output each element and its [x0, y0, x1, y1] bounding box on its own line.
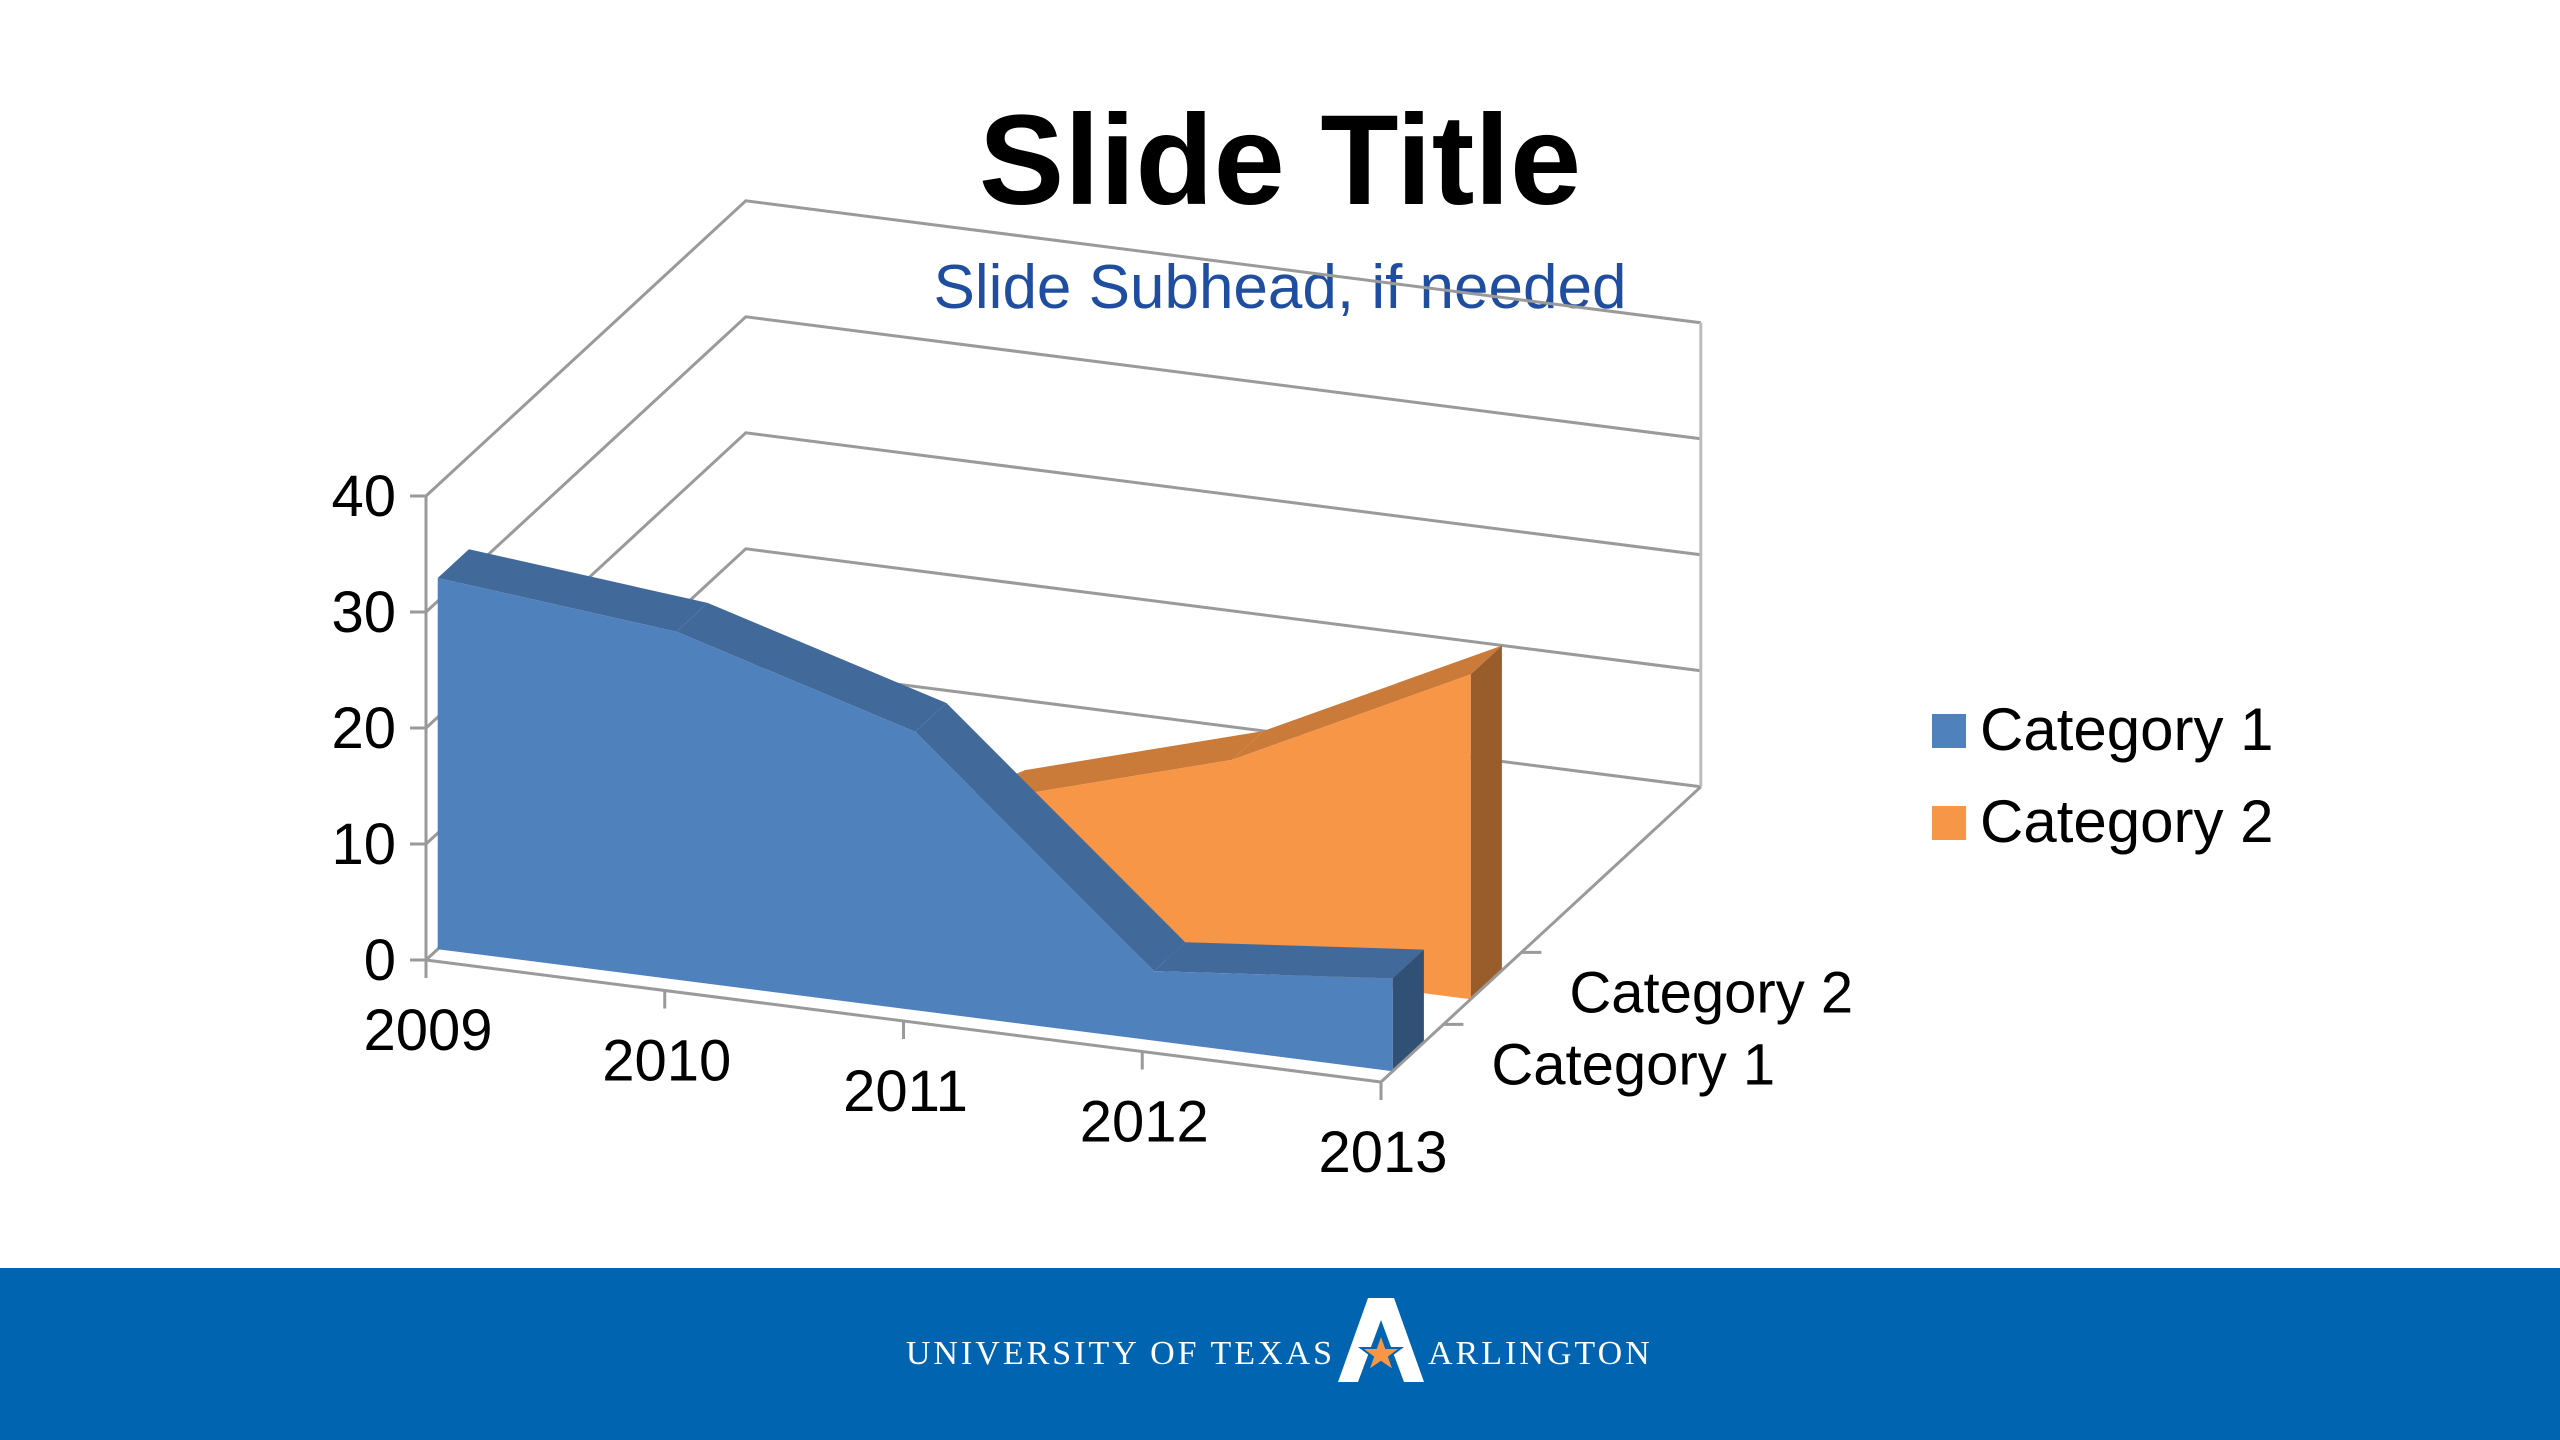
y-tick-label: 30 [331, 580, 396, 645]
series-category-1 [437, 549, 1424, 1072]
y-tick-label: 20 [331, 696, 396, 761]
series-top-face [915, 703, 1186, 972]
legend-swatch [1932, 714, 1966, 748]
y-tick-label: 0 [364, 928, 396, 993]
x-tick-label: 2013 [1318, 1120, 1447, 1185]
slide-title: Slide Title [978, 89, 1582, 232]
series-top-face [437, 549, 708, 632]
y-tick-label: 10 [331, 812, 396, 877]
brand-name-right: ARLINGTON [1428, 1335, 1653, 1372]
uta-a-star-logo-icon [1338, 1298, 1424, 1382]
legend-label: Category 1 [1980, 696, 2274, 763]
depth-axis-label: Category 1 [1491, 1032, 1775, 1097]
series-top-face [676, 602, 947, 732]
x-tick-label: 2012 [1080, 1090, 1209, 1155]
x-tick-label: 2009 [363, 998, 492, 1063]
chart-legend: Category 1 Category 2 [1932, 696, 2274, 855]
chart-axes [410, 494, 1702, 1100]
depth-axis-label: Category 2 [1569, 960, 1853, 1025]
series-top-face [1232, 645, 1502, 760]
chart-labels: 0 10 20 30 40 2009 2010 2011 2012 2013 Category 1 C… [331, 464, 1853, 1185]
depth-axis-line [1379, 785, 1702, 1084]
y-tick-label: 40 [331, 464, 396, 529]
x-tick-label: 2010 [602, 1029, 731, 1094]
legend-swatch [1932, 806, 1966, 840]
gridline [424, 199, 1701, 498]
legend-label: Category 2 [1980, 788, 2274, 855]
slide-subhead: Slide Subhead, if needed [933, 253, 1627, 322]
brand-name-left: UNIVERSITY OF TEXAS [905, 1335, 1335, 1372]
series-top-face [1154, 942, 1424, 979]
series-side-face [1470, 645, 1502, 1000]
x-tick-label: 2011 [843, 1059, 968, 1124]
footer-bar: UNIVERSITY OF TEXAS ARLINGTON [0, 1268, 2560, 1440]
series-front-face [437, 578, 1393, 1072]
gridline [424, 315, 1701, 614]
series-side-face [1392, 949, 1424, 1072]
series-top-face [993, 731, 1264, 799]
